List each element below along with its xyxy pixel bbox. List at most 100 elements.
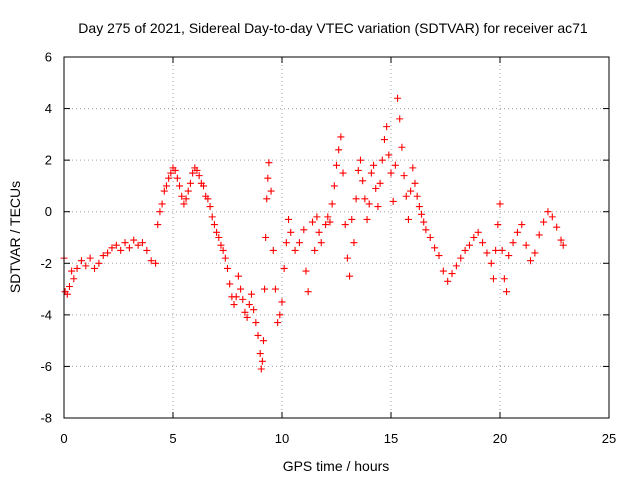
data-point (544, 208, 552, 216)
data-point (535, 231, 543, 239)
plot-frame (63, 56, 610, 419)
data-point (492, 246, 500, 254)
x-tick-label: 10 (275, 431, 289, 446)
data-point (435, 252, 443, 260)
data-point (540, 218, 548, 226)
data-point (262, 234, 270, 241)
data-point (457, 254, 465, 262)
data-point (387, 169, 395, 177)
data-point (470, 234, 478, 241)
grid (64, 57, 609, 418)
data-point (171, 166, 179, 174)
data-point (213, 228, 221, 236)
data-point (479, 239, 487, 247)
data-point (444, 277, 452, 285)
y-tick-label: 4 (45, 101, 52, 116)
data-point (143, 246, 151, 254)
data-point (65, 282, 73, 290)
data-point (167, 169, 175, 177)
data-point (531, 249, 539, 257)
data-point (302, 267, 310, 275)
data-point (278, 298, 286, 306)
data-point (557, 236, 565, 244)
data-point (359, 177, 367, 185)
data-point (422, 226, 430, 234)
data-point (402, 192, 410, 200)
data-point (73, 264, 81, 272)
data-point (247, 290, 255, 298)
data-point (99, 252, 107, 260)
data-point (263, 195, 271, 203)
data-point (125, 244, 133, 252)
data-point (269, 246, 277, 254)
data-point (374, 203, 382, 211)
data-point (95, 259, 103, 267)
data-point (134, 241, 142, 249)
data-point (335, 146, 343, 154)
data-point (230, 301, 238, 309)
data-point (241, 308, 249, 316)
data-point (285, 215, 293, 223)
data-point (409, 164, 417, 172)
data-point (182, 195, 190, 203)
data-point (154, 221, 162, 229)
data-point (291, 246, 299, 254)
data-point (337, 133, 345, 141)
data-point (91, 264, 99, 272)
data-point (559, 241, 567, 249)
data-point (274, 319, 282, 327)
data-point (226, 280, 234, 288)
data-point (200, 182, 208, 190)
data-point (193, 166, 201, 174)
data-point (70, 275, 78, 283)
data-point (339, 169, 347, 177)
data-point (370, 161, 378, 169)
data-point (372, 185, 380, 193)
data-point (252, 319, 260, 327)
data-point (184, 187, 192, 195)
data-point (156, 208, 164, 216)
data-point (420, 218, 428, 226)
data-point (219, 246, 227, 254)
data-point (513, 228, 521, 236)
data-point (385, 151, 393, 159)
data-point (367, 169, 375, 177)
x-tick-label: 20 (493, 431, 507, 446)
data-point (189, 169, 197, 177)
data-point (343, 254, 351, 262)
data-point (215, 234, 223, 241)
data-point (503, 288, 511, 296)
data-point (130, 236, 138, 244)
data-point (254, 331, 262, 339)
data-point (322, 221, 330, 229)
data-points (60, 94, 567, 373)
data-point (261, 285, 269, 293)
data-point (86, 254, 94, 262)
data-point (348, 215, 356, 223)
data-point (206, 203, 214, 211)
data-point (82, 262, 90, 270)
data-point (391, 161, 399, 169)
data-point (376, 179, 384, 187)
data-point (276, 311, 284, 319)
data-point (396, 115, 404, 123)
data-point (361, 195, 369, 203)
data-point (180, 200, 188, 208)
data-point (498, 246, 506, 254)
data-point (356, 156, 364, 164)
data-point (509, 239, 517, 247)
data-point (121, 239, 129, 247)
data-point (431, 244, 439, 252)
data-point (217, 241, 225, 249)
data-point (398, 143, 406, 151)
data-point (160, 187, 168, 195)
data-point (404, 215, 412, 223)
data-point (527, 257, 535, 265)
data-point (352, 195, 360, 203)
y-tick-label: -8 (40, 411, 52, 426)
data-point (245, 301, 253, 309)
data-point (313, 213, 321, 221)
data-point (426, 234, 434, 241)
data-point (234, 272, 242, 280)
